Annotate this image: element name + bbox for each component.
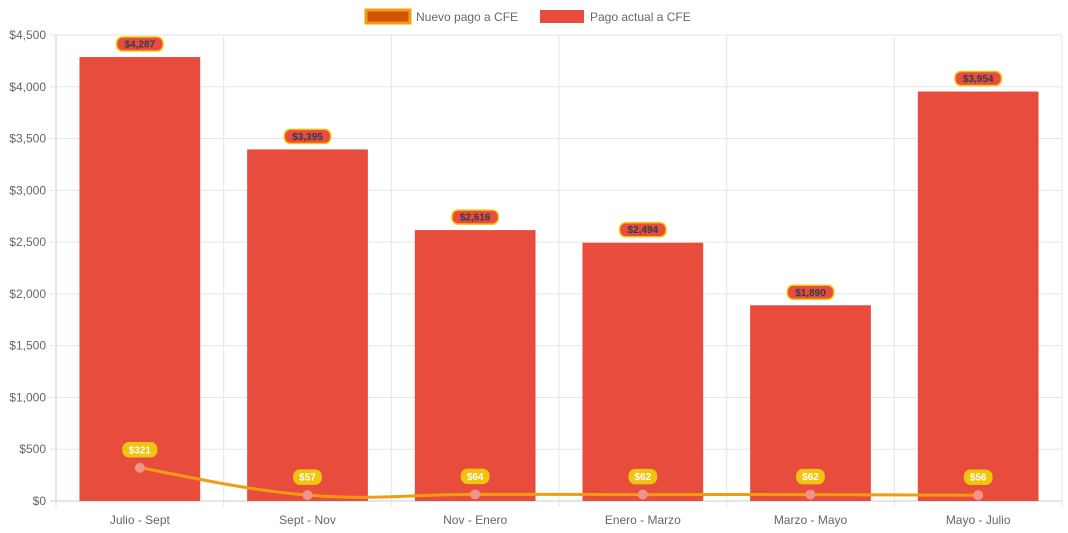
bar-value-label-bg (954, 70, 1003, 87)
line-value-label: $321 (129, 445, 152, 456)
y-tick-label: $2,000 (9, 287, 46, 301)
x-tick-label: Julio - Sept (110, 513, 171, 527)
line-value-label-bg (963, 469, 993, 485)
legend-item-actual[interactable]: Pago actual a CFE (540, 10, 691, 24)
line-nuevo-pago (139, 466, 979, 499)
y-tick-label: $4,500 (9, 28, 46, 42)
y-tick-label: $4,000 (9, 80, 46, 94)
legend-swatch-actual (540, 10, 584, 23)
y-tick-label: $1,500 (9, 339, 46, 353)
line-value-label: $62 (634, 472, 651, 483)
line-value-label-bg (460, 468, 490, 485)
y-tick-label: $3,000 (9, 183, 46, 197)
legend: Nuevo pago a CFE Pago actual a CFE (364, 8, 691, 25)
y-tick-label: $500 (19, 442, 46, 456)
y-tick-label: $2,500 (9, 235, 46, 249)
bar-value-label: $3,954 (963, 74, 994, 85)
bar-value-label: $2,616 (460, 213, 491, 224)
point-nuevo-pago (637, 489, 648, 500)
line-value-label: $57 (299, 473, 316, 484)
bar-value-label-bg (283, 128, 332, 145)
point-nuevo-pago (302, 490, 313, 501)
line-value-label-bg (122, 442, 158, 458)
line-value-label: $62 (802, 472, 819, 483)
bar-pago-actual (79, 57, 201, 501)
point-nuevo-pago (973, 490, 984, 501)
x-tick-label: Marzo - Mayo (774, 513, 848, 527)
bar-pago-actual (247, 149, 368, 501)
bar-value-label-bg (115, 36, 164, 52)
y-tick-label: $1,000 (9, 390, 46, 404)
y-tick-label: $3,500 (9, 132, 46, 146)
bar-series (79, 57, 1039, 502)
legend-swatch-nuevo (364, 8, 412, 25)
bar-pago-actual (917, 91, 1039, 502)
point-nuevo-pago (805, 489, 816, 500)
point-nuevo-pago (470, 489, 481, 500)
data-labels: $4,287 $3,395 $2,616 $2,494 $1,890 $3,954 $321… (115, 36, 1003, 485)
legend-item-nuevo[interactable]: Nuevo pago a CFE (364, 8, 518, 25)
x-tick-label: Sept - Nov (279, 513, 336, 527)
bar-value-label: $2,494 (628, 225, 659, 236)
bar-pago-actual (414, 230, 536, 501)
legend-label-actual: Pago actual a CFE (590, 10, 691, 24)
legend-label-nuevo: Nuevo pago a CFE (416, 10, 518, 24)
x-tick-label: Nov - Enero (443, 513, 507, 527)
axes: $0 $500 $1,000 $1,500 $2,000 $2,500 $3,000 $3,5… (9, 28, 1011, 527)
bar-pago-actual (750, 305, 871, 501)
point-nuevo-pago (134, 462, 145, 473)
line-value-label: $56 (970, 473, 987, 484)
bar-value-label-bg (451, 209, 500, 225)
line-value-label-bg (293, 469, 322, 485)
grid-lines (50, 34, 1063, 507)
x-tick-label: Mayo - Julio (946, 513, 1011, 527)
bar-pago-actual (582, 242, 704, 502)
bar-value-label-bg (618, 221, 667, 238)
bar-value-label: $3,395 (292, 132, 323, 143)
x-tick-label: Enero - Marzo (605, 513, 681, 527)
line-series (134, 462, 984, 501)
y-tick-label: $0 (33, 494, 47, 508)
bar-value-label: $1,890 (795, 288, 826, 299)
line-value-label-bg (628, 468, 658, 485)
line-value-label: $64 (467, 472, 484, 483)
line-value-label-bg (796, 468, 825, 485)
bar-value-label-bg (786, 284, 835, 301)
bar-value-label: $4,287 (125, 40, 156, 51)
